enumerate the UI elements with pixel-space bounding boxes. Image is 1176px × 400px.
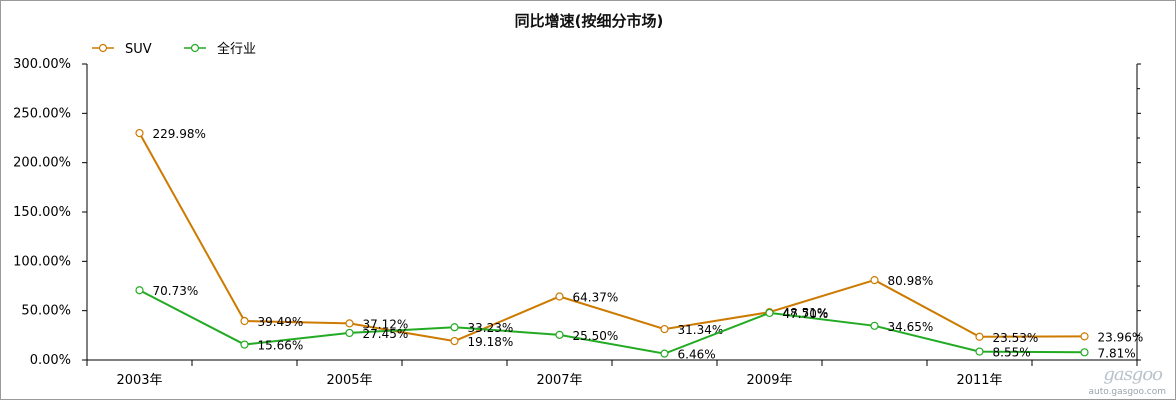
data-point — [450, 336, 459, 346]
data-point — [765, 308, 774, 318]
x-tick-label: 2011年 — [956, 373, 1002, 388]
x-tick-label: 2009年 — [746, 373, 792, 388]
y-tick-label: 0.00% — [30, 353, 71, 368]
y-tick-label: 300.00% — [13, 57, 71, 72]
legend-marker — [98, 43, 108, 53]
data-point — [870, 321, 879, 330]
x-tick-label: 2003年 — [116, 373, 162, 388]
chart-title: 同比增速(按细分市场) — [514, 12, 664, 30]
data-label: 70.73% — [153, 284, 199, 298]
data-label: 27.45% — [363, 327, 409, 341]
data-point — [1080, 332, 1089, 341]
x-tick-label: 2007年 — [536, 373, 582, 388]
data-point — [240, 316, 249, 326]
data-point — [240, 340, 249, 349]
x-tick-label: 2005年 — [326, 373, 372, 388]
data-point — [135, 128, 144, 138]
data-label: 34.65% — [888, 320, 934, 334]
data-point — [660, 324, 669, 334]
data-point — [345, 319, 354, 328]
y-tick-label: 50.00% — [21, 304, 71, 319]
y-tick-label: 150.00% — [13, 205, 71, 220]
watermark-logo: gasgoo — [1103, 364, 1163, 385]
data-point — [975, 347, 984, 356]
data-label: 39.49% — [258, 315, 304, 329]
data-label: 7.81% — [1098, 346, 1136, 360]
legend-label: SUV — [125, 42, 152, 57]
data-point — [870, 275, 879, 285]
legend-label: 全行业 — [217, 41, 256, 57]
data-label: 33.23% — [468, 321, 514, 335]
data-label: 25.50% — [573, 329, 619, 343]
data-label: 6.46% — [678, 348, 716, 362]
y-tick-label: 100.00% — [13, 254, 71, 269]
data-label: 31.34% — [678, 323, 724, 337]
data-point — [450, 323, 459, 332]
legend-marker — [190, 43, 200, 53]
data-label: 8.55% — [993, 346, 1031, 360]
data-label: 229.98% — [153, 127, 206, 141]
series-line-1 — [139, 289, 1085, 355]
series-line-0 — [138, 132, 1085, 343]
y-tick-label: 200.00% — [13, 156, 71, 171]
data-label: 15.66% — [258, 339, 304, 353]
data-label: 64.37% — [573, 290, 619, 304]
y-tick-label: 250.00% — [13, 106, 71, 121]
data-point — [1080, 348, 1089, 357]
data-point — [660, 349, 669, 358]
watermark-url: auto.gasgoo.com — [1088, 387, 1166, 397]
data-label: 37.12% — [363, 317, 409, 331]
data-point — [555, 330, 564, 339]
data-label: 47.70% — [783, 307, 829, 321]
data-point — [345, 328, 354, 338]
data-point — [975, 332, 984, 341]
data-label: 23.53% — [993, 331, 1039, 345]
data-point — [555, 292, 564, 301]
data-point — [135, 286, 144, 295]
data-label: 19.18% — [468, 335, 514, 349]
data-label: 80.98% — [888, 274, 934, 288]
data-label: 23.96% — [1098, 330, 1144, 344]
